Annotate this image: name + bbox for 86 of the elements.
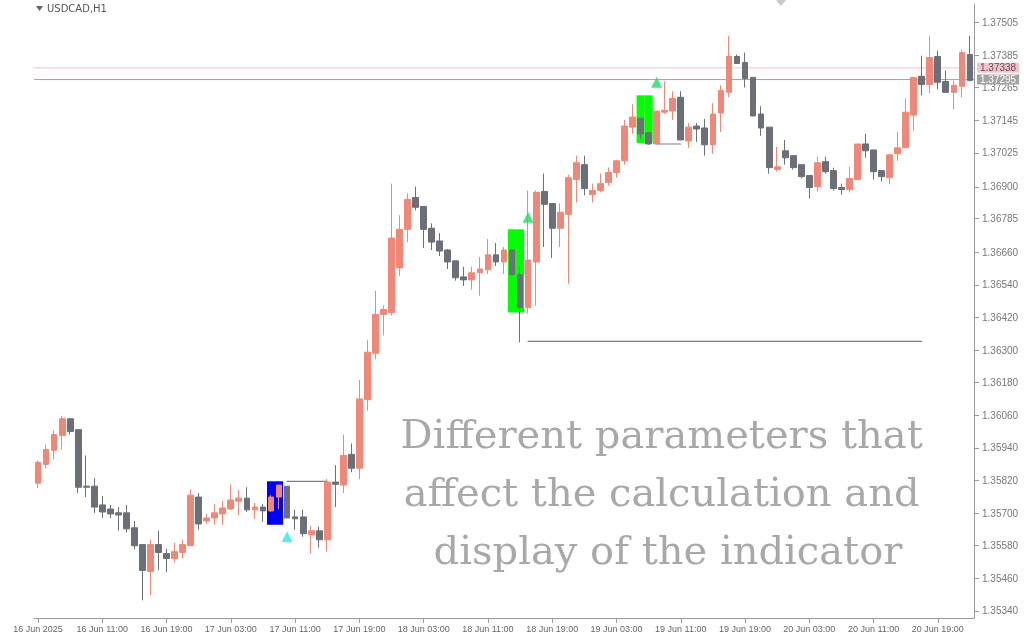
candlestick <box>750 76 756 117</box>
candlestick <box>468 266 475 291</box>
candlestick <box>51 429 57 460</box>
x-tick-label: 17 Jun 11:00 <box>269 623 321 634</box>
chart-title: USDCAD,H1 <box>47 3 107 14</box>
candlestick <box>766 126 773 175</box>
candlestick <box>742 52 748 88</box>
candlestick <box>348 443 355 473</box>
candlestick <box>485 238 491 275</box>
y-tick-label: 1.36060 <box>982 409 1019 421</box>
y-tick-label: 1.35940 <box>982 442 1019 454</box>
y-tick-label: 1.36785 <box>982 212 1019 224</box>
x-tick-label: 19 Jun 19:00 <box>719 623 772 634</box>
candlestick <box>951 79 957 110</box>
y-tick-label: 1.36180 <box>982 377 1019 389</box>
candlestick <box>509 249 515 276</box>
candlestick <box>525 189 531 315</box>
candlestick <box>260 503 266 523</box>
candlestick <box>332 464 339 508</box>
candlestick <box>195 492 202 531</box>
y-tick-label: 1.36660 <box>982 246 1019 258</box>
y-tick-label: 1.36300 <box>982 344 1019 356</box>
candlestick <box>734 54 740 65</box>
x-tick-label: 18 Jun 19:00 <box>526 623 579 634</box>
y-tick-label: 1.36900 <box>982 181 1019 193</box>
y-tick-label: 1.35820 <box>982 474 1019 486</box>
point <box>281 531 293 543</box>
y-tick-label: 1.35580 <box>982 540 1019 552</box>
candlestick <box>886 153 893 185</box>
candlestick <box>43 444 49 469</box>
x-tick-label: 16 Jun 11:00 <box>76 623 128 634</box>
candlestick <box>477 256 483 297</box>
y-tick-label: 1.35700 <box>982 507 1019 519</box>
candlestick <box>967 35 973 82</box>
candlestick <box>340 434 347 494</box>
point <box>651 76 663 88</box>
candlestick <box>59 415 66 450</box>
candlestick <box>35 459 41 489</box>
x-tick-label: 19 Jun 03:00 <box>590 623 643 634</box>
x-tick-label: 20 Jun 03:00 <box>783 623 836 634</box>
candlestick <box>918 55 925 96</box>
candlestick <box>581 155 588 196</box>
candlestick <box>300 509 307 538</box>
candlestick <box>959 49 965 98</box>
candlestick <box>493 242 499 267</box>
candlestick <box>292 509 298 531</box>
y-tick-label: 1.37145 <box>982 114 1019 126</box>
annotation: Different parameters that affect the calculation and display of the indicator <box>400 411 936 573</box>
y-tick-label: 1.36420 <box>982 311 1019 323</box>
x-tick-label: 16 Jun 2025 <box>13 623 63 634</box>
x-tick-label: 18 Jun 11:00 <box>462 623 514 634</box>
candlestick <box>718 84 724 133</box>
y-tick-label: 1.36540 <box>982 279 1019 291</box>
candlestick <box>677 90 684 141</box>
x-tick-label: 17 Jun 03:00 <box>204 623 257 634</box>
candlestick <box>758 105 764 137</box>
x-tick-label: 20 Jun 19:00 <box>911 623 964 634</box>
y-tick-label: 1.35460 <box>982 572 1019 584</box>
x-tick-label: 19 Jun 11:00 <box>655 623 707 634</box>
candlestick <box>308 525 315 555</box>
candlestick <box>163 548 170 573</box>
candlestick <box>710 102 716 155</box>
candlestick <box>284 485 290 519</box>
x-tick-label: 20 Jun 11:00 <box>847 623 900 634</box>
candlestick <box>685 122 692 149</box>
candlestick <box>244 486 250 513</box>
x-tick-label: 17 Jun 19:00 <box>333 623 386 634</box>
point <box>522 211 534 223</box>
candlestick <box>147 539 154 596</box>
y-tick-label: 1.37385 <box>982 49 1019 61</box>
candlestick <box>316 526 323 549</box>
x-tick-label: 18 Jun 03:00 <box>397 623 450 634</box>
candlestick <box>774 146 781 173</box>
y-tick-label: 1.35340 <box>982 605 1019 617</box>
candlestick <box>533 189 540 307</box>
candlestick <box>814 156 821 193</box>
candlestick <box>252 502 258 520</box>
x-tick-label: 16 Jun 19:00 <box>140 623 193 634</box>
candlestick <box>324 478 331 553</box>
ref-line-label: 1.37338 <box>980 62 1017 74</box>
candlestick <box>501 246 507 275</box>
candlestick <box>726 35 732 98</box>
candlestick <box>155 530 162 571</box>
y-tick-label: 1.37505 <box>982 16 1019 28</box>
y-tick-label: 1.37025 <box>982 147 1019 159</box>
candlestick <box>926 35 933 94</box>
